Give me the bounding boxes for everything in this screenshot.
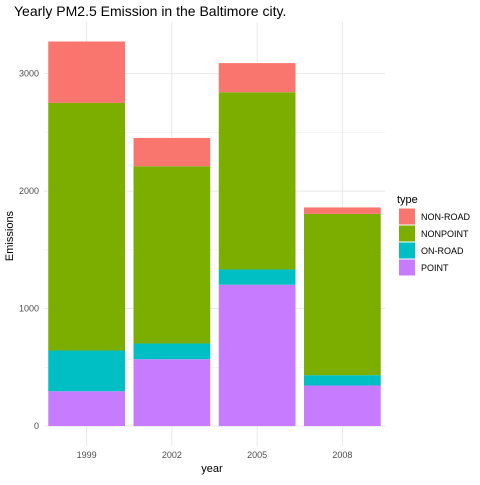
x-tick-label: 2002 <box>162 450 182 460</box>
y-tick-label: 2000 <box>19 186 39 196</box>
bar-nonpoint-2008 <box>304 213 381 376</box>
legend: type NON-ROAD NONPOINT ON-ROAD POINT <box>397 194 470 276</box>
bar-point-2008 <box>304 385 381 427</box>
legend-label-on-road: ON-ROAD <box>421 246 464 256</box>
legend-key-point <box>399 259 415 276</box>
bar-on-road-2008 <box>304 375 381 386</box>
bar-on-road-2002 <box>133 343 211 360</box>
bar-on-road-2005 <box>218 269 296 285</box>
bar-point-2002 <box>133 359 211 427</box>
bar-nonpoint-2005 <box>218 92 296 270</box>
legend-key-on-road <box>399 242 415 259</box>
legend-key-nonpoint <box>399 225 415 242</box>
axis-layer: 0 1000 2000 3000 1999 2002 2005 2008 <box>19 69 352 460</box>
x-tick-label: 2005 <box>247 450 267 460</box>
bar-non-road-1999 <box>48 41 125 103</box>
bar-on-road-1999 <box>48 350 125 392</box>
chart-title: Yearly PM2.5 Emission in the Baltimore c… <box>14 3 286 19</box>
bars-layer <box>48 41 381 427</box>
legend-label-non-road: NON-ROAD <box>421 212 470 222</box>
x-tick-label: 1999 <box>77 450 97 460</box>
y-axis-label: Emissions <box>4 210 16 261</box>
bar-nonpoint-2002 <box>133 166 211 344</box>
bar-non-road-2005 <box>218 63 296 93</box>
x-axis-label: year <box>201 463 223 475</box>
bar-point-2005 <box>218 284 296 427</box>
y-tick-label: 0 <box>34 421 39 431</box>
legend-title: type <box>397 194 418 206</box>
x-tick-label: 2008 <box>332 450 352 460</box>
y-tick-label: 1000 <box>19 304 39 314</box>
bar-non-road-2008 <box>304 207 381 214</box>
bar-nonpoint-1999 <box>48 102 125 351</box>
legend-label-nonpoint: NONPOINT <box>421 229 469 239</box>
y-tick-label: 3000 <box>19 69 39 79</box>
legend-key-non-road <box>399 208 415 225</box>
legend-label-point: POINT <box>421 263 449 273</box>
bar-non-road-2002 <box>133 137 211 167</box>
bar-point-1999 <box>48 391 125 427</box>
